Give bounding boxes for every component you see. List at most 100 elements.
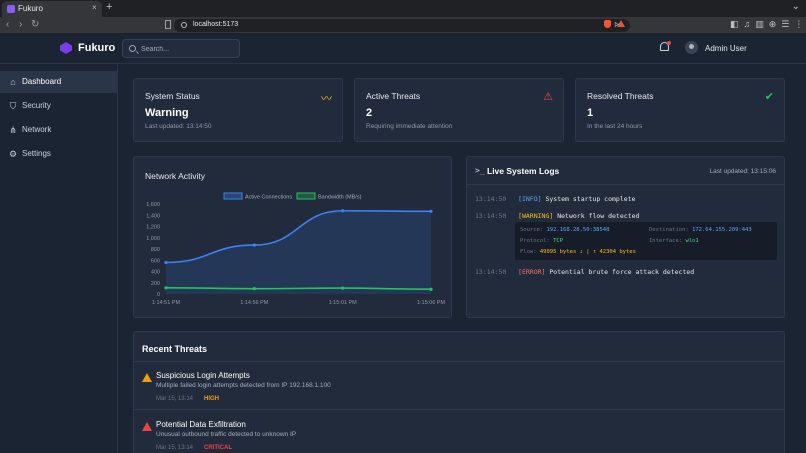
severity-badge: HIGH bbox=[204, 396, 219, 402]
threat-date: Mar 15, 13:14 bbox=[156, 396, 194, 402]
log-timestamp: 13:14:50 bbox=[475, 195, 507, 203]
x-tick-label: 1:14:56 PM bbox=[240, 300, 269, 306]
data-point bbox=[341, 209, 345, 213]
series-line bbox=[165, 209, 432, 264]
panel-title: Network Activity bbox=[145, 171, 205, 181]
browser-tab-bar: Fukuro × + ⌄ bbox=[0, 0, 806, 17]
detail-key: Protocol: bbox=[520, 238, 550, 244]
x-tick-label: 1:15:01 PM bbox=[329, 300, 358, 306]
card-subtitle: In the last 24 hours bbox=[587, 123, 643, 130]
data-point bbox=[429, 287, 433, 291]
threat-date: Mar 15, 13:14 bbox=[156, 445, 194, 451]
brave-rewards-icon[interactable] bbox=[617, 20, 625, 27]
log-message: Network flow detected bbox=[557, 212, 640, 220]
logs-title: Live System Logs bbox=[487, 166, 560, 176]
threat-row[interactable]: Suspicious Login Attempts Multiple faile… bbox=[134, 362, 784, 410]
brave-shield-icon[interactable] bbox=[604, 20, 611, 28]
threat-row[interactable]: Potential Data Exfiltration Unusual outb… bbox=[134, 411, 784, 453]
log-timestamp: 13:14:50 bbox=[475, 268, 507, 276]
sidebar-item-network[interactable]: ⋔ Network bbox=[0, 119, 118, 141]
live-logs-panel: >_ Live System Logs Last updated: 13:15:… bbox=[466, 156, 785, 318]
browser-tab[interactable]: Fukuro × bbox=[2, 1, 102, 17]
detail-key: Source: bbox=[520, 227, 544, 233]
activity-icon: 〰 bbox=[321, 93, 332, 105]
user-avatar-icon[interactable] bbox=[685, 41, 698, 54]
log-level: [ERROR] bbox=[518, 268, 546, 276]
log-line: 13:14:50 [INFO] System startup complete bbox=[475, 195, 635, 203]
terminal-icon: >_ bbox=[475, 166, 485, 175]
card-title: Active Threats bbox=[366, 91, 421, 101]
app-header: Fukuro Admin User bbox=[0, 34, 806, 64]
sidebar-item-settings[interactable]: ⚙ Settings bbox=[0, 143, 118, 165]
sidebar-item-dashboard[interactable]: ⌂ Dashboard bbox=[0, 71, 118, 93]
bell-icon[interactable] bbox=[660, 42, 669, 51]
card-subtitle: Requiring immediate attention bbox=[366, 123, 453, 130]
legend-label: Active Connections bbox=[245, 195, 292, 201]
forward-icon[interactable]: › bbox=[19, 19, 23, 30]
log-timestamp: 13:14:50 bbox=[475, 212, 507, 220]
log-flow-detail: Source: 192.168.28.50:38548 Destination:… bbox=[515, 222, 777, 260]
new-tab-button[interactable]: + bbox=[106, 1, 113, 13]
alert-triangle-icon bbox=[142, 422, 152, 431]
y-tick-label: 200 bbox=[151, 281, 160, 287]
favicon-icon bbox=[7, 5, 15, 13]
tab-title: Fukuro bbox=[18, 4, 43, 13]
alert-triangle-icon bbox=[142, 373, 152, 382]
data-point bbox=[252, 243, 256, 247]
alert-triangle-icon: ⚠ bbox=[543, 91, 553, 103]
browser-toolbar: ‹ › ↻ localhost:5173 ⌕ ⋈ ◧♫▥⊕☰⋮ bbox=[0, 17, 806, 34]
active-threats-card: Active Threats 2 Requiring immediate att… bbox=[354, 78, 564, 142]
system-status-value: Warning bbox=[145, 107, 189, 119]
notification-dot bbox=[667, 41, 671, 45]
log-message: Potential brute force attack detected bbox=[549, 268, 695, 276]
back-icon[interactable]: ‹ bbox=[6, 19, 10, 30]
app-logo[interactable]: Fukuro bbox=[78, 42, 116, 54]
threat-name: Suspicious Login Attempts bbox=[156, 371, 250, 380]
legend-swatch bbox=[296, 192, 316, 200]
card-title: System Status bbox=[145, 91, 200, 101]
y-tick-label: 1,200 bbox=[146, 225, 160, 231]
destination-address: 172.64.155.209:443 bbox=[692, 227, 752, 233]
active-threats-value: 2 bbox=[366, 107, 373, 119]
network-activity-panel: Network Activity 0 200 400 600 800 1,000 1,200… bbox=[133, 156, 452, 318]
url-text[interactable]: localhost:5173 bbox=[193, 21, 239, 28]
threat-name: Potential Data Exfiltration bbox=[156, 420, 246, 429]
sidebar: ⌂ Dashboard ⛉ Security ⋔ Network ⚙ Setti… bbox=[0, 64, 118, 453]
data-point bbox=[164, 260, 168, 265]
site-info-icon[interactable] bbox=[181, 22, 187, 28]
address-bar[interactable]: localhost:5173 ⌕ ⋈ bbox=[174, 19, 630, 32]
sidebar-item-security[interactable]: ⛉ Security bbox=[0, 95, 118, 117]
detail-key: Interface: bbox=[649, 238, 683, 244]
user-name[interactable]: Admin User bbox=[705, 44, 747, 53]
close-tab-icon[interactable]: × bbox=[92, 3, 97, 12]
bookmark-icon[interactable] bbox=[165, 20, 171, 29]
search-input[interactable] bbox=[141, 43, 236, 55]
source-address: 192.168.28.50:38548 bbox=[546, 227, 610, 233]
y-tick-label: 600 bbox=[151, 258, 160, 264]
flow-value: 49095 bytes ↓ | ↑ 42304 bytes bbox=[539, 249, 636, 255]
zoom-share-icons[interactable]: ⌕ ⋈ bbox=[607, 20, 622, 29]
threat-description: Multiple failed login attempts detected … bbox=[156, 382, 331, 389]
sidebar-item-label: Settings bbox=[22, 149, 51, 158]
log-line: 13:14:50 [WARNING] Network flow detected bbox=[475, 212, 639, 220]
shield-icon: ⛉ bbox=[9, 101, 17, 111]
log-line: 13:14:50 [ERROR] Potential brute force a… bbox=[475, 268, 694, 276]
threats-header: Recent Threats bbox=[134, 332, 784, 362]
reload-icon[interactable]: ↻ bbox=[31, 19, 40, 30]
extension-icons[interactable]: ◧♫▥⊕☰⋮ bbox=[730, 19, 806, 29]
data-point bbox=[341, 286, 345, 290]
legend-label: Bandwidth (MB/s) bbox=[318, 195, 362, 201]
gear-icon: ⚙ bbox=[8, 149, 18, 159]
check-circle-icon: ✔ bbox=[764, 91, 774, 103]
series-line bbox=[165, 287, 432, 291]
search-box[interactable] bbox=[122, 39, 240, 58]
threats-title: Recent Threats bbox=[142, 344, 208, 354]
y-tick-label: 1,000 bbox=[146, 236, 160, 242]
x-tick-label: 1:14:51 PM bbox=[152, 300, 181, 306]
owl-logo-icon bbox=[60, 42, 72, 54]
last-updated-text: Last updated: 13:14:50 bbox=[145, 123, 212, 130]
window-menu-icon[interactable]: ⌄ bbox=[791, 1, 800, 12]
x-tick-label: 1:15:06 PM bbox=[417, 300, 446, 306]
sidebar-item-label: Network bbox=[22, 125, 52, 134]
resolved-threats-card: Resolved Threats 1 In the last 24 hours … bbox=[575, 78, 785, 142]
